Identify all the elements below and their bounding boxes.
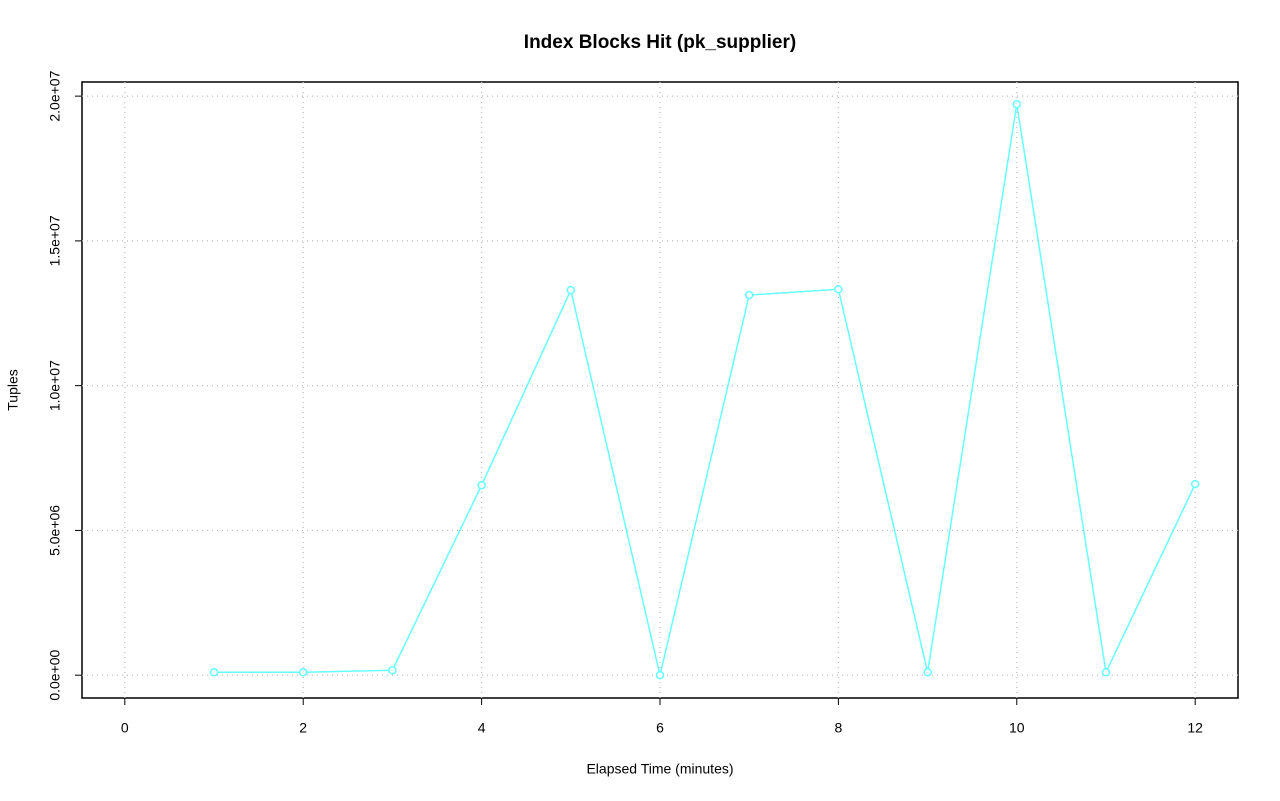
data-line	[214, 104, 1196, 676]
x-tick-label: 2	[299, 720, 307, 736]
data-point	[744, 290, 754, 300]
y-axis-label: Tuples	[5, 369, 21, 411]
x-axis-label: Elapsed Time (minutes)	[586, 761, 733, 777]
y-tick-label: 0.0e+00	[47, 649, 63, 700]
x-tick-label: 12	[1187, 720, 1203, 736]
x-tick-label: 4	[478, 720, 486, 736]
x-tick-label: 6	[656, 720, 664, 736]
y-tick-label: 5.0e+06	[47, 505, 63, 556]
data-point	[388, 666, 397, 675]
data-point	[1012, 99, 1022, 109]
data-point	[209, 668, 219, 677]
data-point	[477, 481, 486, 490]
x-tick-label: 8	[834, 720, 842, 736]
data-point	[298, 668, 308, 677]
x-tick-label: 0	[121, 720, 129, 736]
data-point	[834, 284, 843, 294]
y-tick-label: 1.5e+07	[47, 215, 63, 266]
data-point	[1101, 668, 1111, 677]
data-point	[655, 670, 665, 680]
data-point	[1190, 479, 1200, 489]
x-tick-label: 10	[1009, 720, 1025, 736]
chart-title: Index Blocks Hit (pk_supplier)	[524, 32, 796, 53]
y-tick-label: 1.0e+07	[47, 360, 63, 411]
data-point	[566, 285, 576, 295]
data-point	[923, 668, 932, 677]
y-tick-label: 2.0e+07	[47, 70, 63, 121]
plot-frame	[81, 81, 1239, 699]
